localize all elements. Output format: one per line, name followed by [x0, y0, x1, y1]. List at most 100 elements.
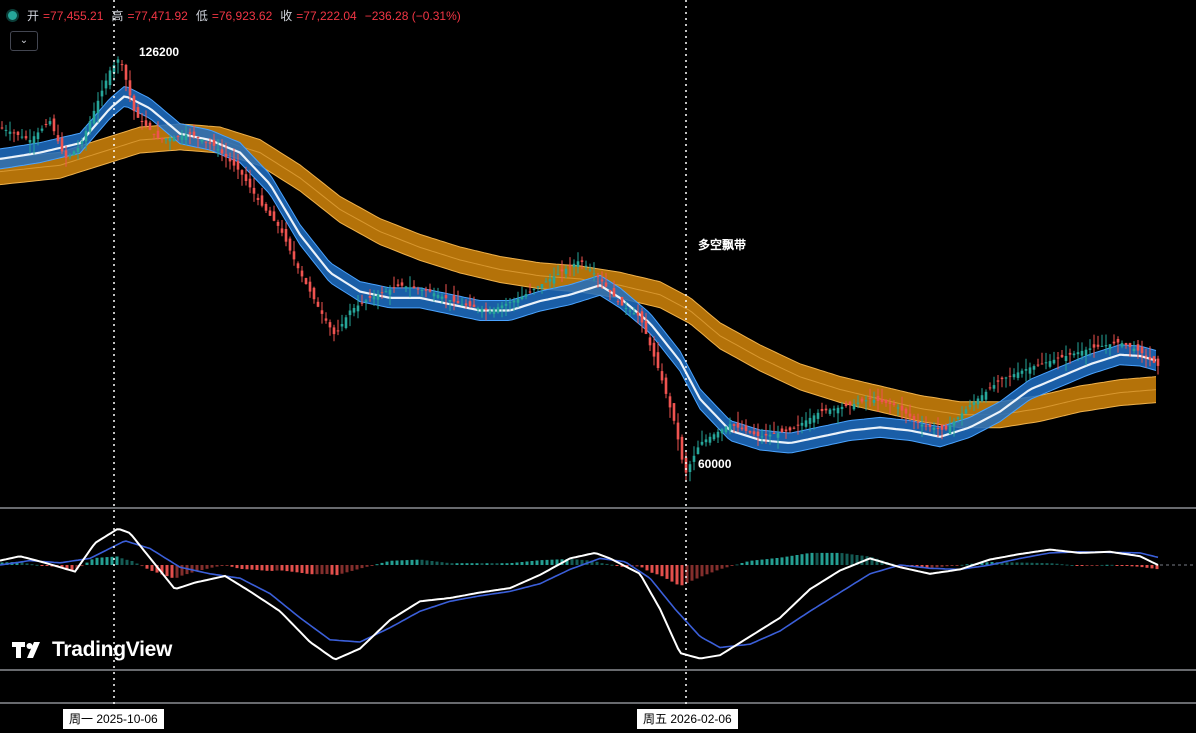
- candle-body: [144, 120, 148, 126]
- macd-histogram-bar: [140, 565, 144, 567]
- candle-body: [936, 428, 940, 429]
- legend-collapse-button[interactable]: ⌄: [10, 31, 38, 51]
- macd-histogram-bar: [495, 563, 499, 565]
- candle-body: [840, 406, 844, 410]
- fast-band-lower-edge: [0, 106, 1157, 454]
- candle-body: [632, 313, 636, 315]
- candle-body: [44, 124, 48, 125]
- candle-body: [1064, 356, 1068, 361]
- candle-body: [968, 405, 972, 407]
- macd-histogram-bar: [740, 563, 744, 565]
- candle-body: [464, 303, 468, 306]
- candle-body: [444, 295, 448, 299]
- macd-histogram-bar: [245, 565, 249, 570]
- candle-body: [240, 170, 244, 175]
- candle-body: [560, 269, 564, 272]
- pane-separators: [0, 507, 1196, 704]
- candle-body: [876, 395, 880, 401]
- candle-body: [1032, 366, 1036, 370]
- close-label: 收: [280, 9, 293, 23]
- macd-histogram-bar: [1020, 562, 1024, 565]
- high-value: =77,471.92: [127, 8, 188, 23]
- candle-body: [960, 413, 964, 420]
- candle-body: [964, 409, 968, 414]
- macd-histogram-bar: [850, 554, 854, 565]
- candle-body: [1052, 359, 1056, 364]
- candle-body: [32, 136, 36, 144]
- candle-body: [680, 436, 684, 460]
- candle-body: [696, 447, 700, 455]
- candle-body: [80, 141, 84, 144]
- candle-body: [224, 153, 228, 158]
- candle-body: [116, 59, 120, 63]
- macd-histogram-bar: [795, 555, 799, 565]
- macd-histogram-bar: [790, 555, 794, 565]
- tradingview-wordmark: TradingView: [52, 638, 173, 661]
- candle-body: [980, 395, 984, 401]
- macd-histogram-bar: [240, 565, 244, 569]
- candle-body: [1020, 370, 1024, 374]
- macd-histogram-bar: [445, 562, 449, 565]
- macd-histogram-bar: [315, 565, 319, 575]
- macd-histogram-bar: [255, 565, 259, 570]
- macd-histogram-bar: [500, 563, 504, 565]
- candle-body: [1008, 375, 1012, 377]
- candle-body: [156, 130, 160, 138]
- candle-body: [872, 400, 876, 403]
- macd-histogram-bar: [365, 565, 369, 567]
- macd-histogram-bar: [435, 561, 439, 565]
- candle-body: [832, 408, 836, 411]
- candle-body: [604, 282, 608, 287]
- macd-histogram-bar: [680, 565, 684, 586]
- macd-histogram-bar: [1010, 562, 1014, 565]
- macd-histogram-bar: [440, 562, 444, 565]
- candle-body: [1000, 377, 1004, 380]
- macd-histogram-bar: [1125, 565, 1129, 566]
- candle-body: [736, 422, 740, 428]
- candle-body: [1128, 343, 1132, 347]
- macd-histogram-bar: [635, 565, 639, 567]
- crosshair-lines: [113, 0, 687, 708]
- macd-histogram-bar: [580, 559, 584, 565]
- candle-body: [580, 260, 584, 262]
- macd-histogram-bar: [325, 565, 329, 574]
- macd-histogram-bar: [945, 565, 949, 567]
- candle-body: [520, 296, 524, 300]
- macd-histogram-bar: [60, 565, 64, 568]
- candle-body: [656, 352, 660, 368]
- macd-histogram-bar: [550, 559, 554, 565]
- candle-body: [1144, 355, 1148, 357]
- candle-body: [920, 424, 924, 427]
- macd-histogram-bar: [735, 564, 739, 566]
- macd-histogram-bar: [120, 558, 124, 565]
- candle-body: [640, 311, 644, 323]
- candle-body: [188, 132, 192, 134]
- candle-body: [692, 455, 696, 462]
- candle-body: [1004, 377, 1008, 379]
- macd-histogram-bar: [130, 561, 134, 565]
- macd-histogram-bar: [100, 557, 104, 565]
- macd-histogram-bar: [925, 565, 929, 568]
- candle-body: [892, 403, 896, 405]
- candle-body: [20, 136, 24, 138]
- macd-histogram-bar: [1015, 562, 1019, 565]
- candle-body: [796, 424, 800, 426]
- candle-body: [408, 287, 412, 289]
- macd-histogram-bar: [300, 565, 304, 573]
- candle-body: [4, 129, 8, 131]
- macd-histogram-bar: [170, 565, 174, 578]
- macd-histogram-bar: [115, 556, 119, 565]
- candle-body: [916, 421, 920, 423]
- candle-body: [772, 432, 776, 434]
- macd-histogram-bar: [230, 565, 234, 567]
- candle-body: [688, 464, 692, 472]
- candle-body: [644, 321, 648, 334]
- candle-body: [196, 137, 200, 138]
- macd-histogram-bar: [1040, 563, 1044, 565]
- macd-histogram-bar: [1120, 565, 1124, 566]
- candle-body: [996, 380, 1000, 382]
- macd-histogram-bar: [70, 565, 74, 571]
- macd-histogram-bar: [30, 564, 34, 566]
- candle-body: [588, 269, 592, 271]
